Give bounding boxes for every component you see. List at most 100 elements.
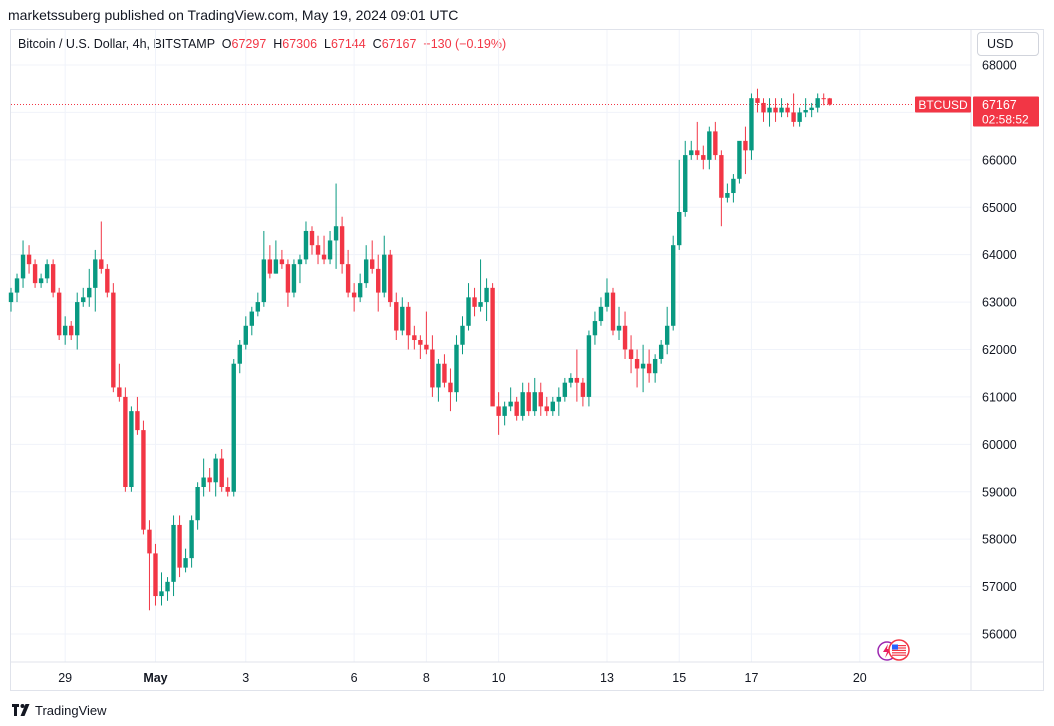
candle[interactable] [357,283,363,298]
candle[interactable] [803,110,808,113]
candle[interactable] [406,306,411,336]
candle[interactable] [213,458,218,483]
candle[interactable] [56,292,62,336]
candle[interactable] [231,363,236,492]
candle[interactable] [135,411,140,431]
candle[interactable] [333,226,339,241]
candle[interactable] [737,140,742,179]
candle[interactable] [261,259,267,303]
candle[interactable] [652,358,658,374]
candle[interactable] [285,264,291,293]
candle[interactable] [62,325,68,336]
candle[interactable] [249,311,254,326]
candle[interactable] [14,278,20,293]
candle[interactable] [508,401,513,407]
author-name[interactable]: marketssuberg [8,7,101,23]
candle[interactable] [81,297,86,303]
candle[interactable] [683,155,688,212]
candle[interactable] [580,382,586,397]
candle[interactable] [658,344,664,359]
candle[interactable] [75,302,80,336]
candle[interactable] [20,254,26,279]
candle[interactable] [616,325,622,331]
candle[interactable] [743,140,748,151]
candle[interactable] [460,325,465,345]
candle[interactable] [237,344,242,364]
candle[interactable] [755,98,760,103]
candle[interactable] [159,591,164,597]
candle[interactable] [195,487,200,521]
candle[interactable] [388,254,393,303]
candle[interactable] [339,226,345,265]
candle[interactable] [664,325,670,345]
candle[interactable] [761,102,766,113]
candle[interactable] [556,396,562,402]
candle[interactable] [821,98,826,100]
candle[interactable] [44,264,50,279]
candle[interactable] [171,524,176,582]
candle[interactable] [520,392,525,416]
candle[interactable] [454,344,459,393]
candle[interactable] [598,306,604,322]
candle[interactable] [123,396,128,488]
candle[interactable] [773,107,778,113]
candle[interactable] [183,558,188,568]
candle[interactable] [87,287,92,298]
candle[interactable] [117,387,122,397]
candle[interactable] [568,377,574,383]
candle[interactable] [532,392,537,412]
candle[interactable] [562,382,568,397]
candle[interactable] [442,363,447,383]
candle[interactable] [490,287,495,407]
candle[interactable] [472,297,477,307]
candle[interactable] [273,259,279,274]
candle[interactable] [141,430,146,530]
candle[interactable] [105,268,110,293]
candle[interactable] [695,150,700,156]
candle[interactable] [219,458,224,488]
candle[interactable] [731,178,736,194]
candle[interactable] [436,363,441,388]
candle[interactable] [165,581,170,592]
candle[interactable] [634,358,640,369]
candle[interactable] [809,107,814,111]
candle[interactable] [93,259,98,288]
candle[interactable] [177,524,182,568]
candle[interactable] [400,306,405,331]
candle[interactable] [382,254,387,293]
candle[interactable] [376,268,381,293]
candle[interactable] [574,377,580,383]
candle[interactable] [243,325,248,345]
candle[interactable] [153,553,158,597]
candle[interactable] [297,259,303,265]
candle[interactable] [8,292,14,303]
candle[interactable] [147,529,152,554]
candle[interactable] [466,297,471,326]
candle[interactable] [604,292,610,307]
candle[interactable] [267,259,273,274]
candle[interactable] [370,259,375,269]
candle[interactable] [779,107,784,113]
candle[interactable] [677,211,682,246]
candle[interactable] [797,112,802,122]
candle[interactable] [279,259,285,265]
candle[interactable] [592,321,598,336]
candle[interactable] [514,401,519,416]
candle[interactable] [351,292,357,298]
candle[interactable] [111,292,116,388]
candle[interactable] [303,230,309,260]
candle[interactable] [484,287,489,303]
candle[interactable] [767,107,772,113]
candle[interactable] [99,259,104,269]
candle[interactable] [189,520,194,559]
candle[interactable] [207,477,212,483]
candle[interactable] [424,344,429,350]
candle[interactable] [707,131,712,160]
candle[interactable] [430,349,435,388]
symbol-description[interactable]: Bitcoin / U.S. Dollar, 4h, BITSTAMP [18,37,215,51]
candle[interactable] [225,487,230,492]
candle[interactable] [448,382,453,393]
candle[interactable] [622,325,628,350]
candle[interactable] [38,278,44,284]
candle[interactable] [526,392,531,412]
